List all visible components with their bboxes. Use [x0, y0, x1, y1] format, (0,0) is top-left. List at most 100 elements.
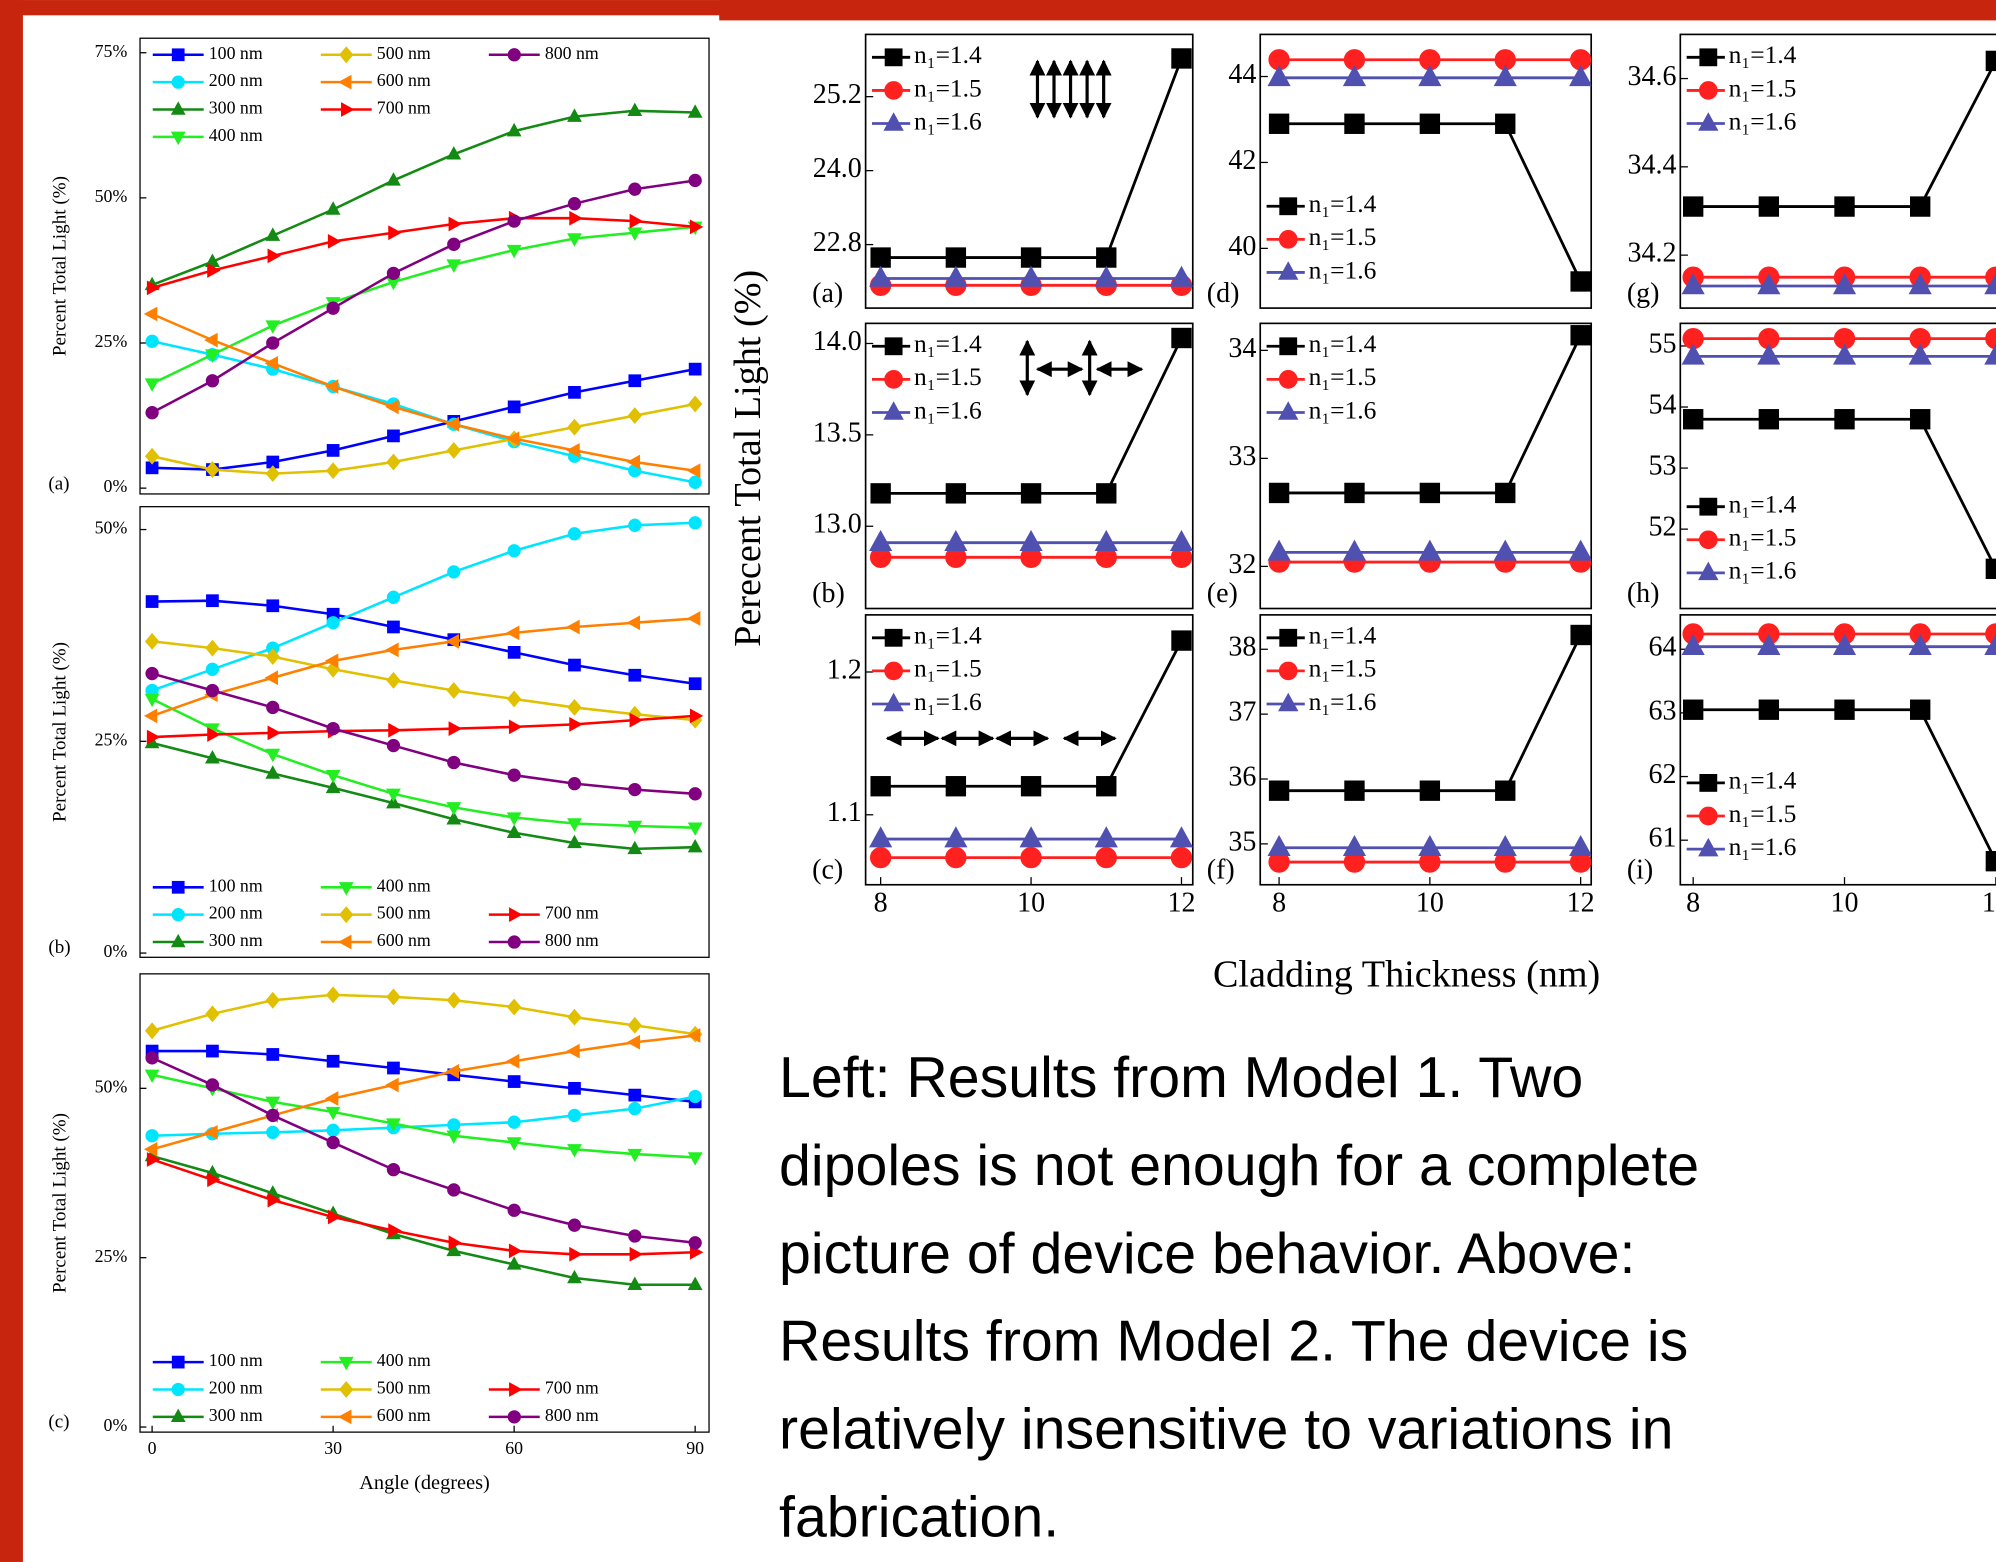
marker [883, 401, 904, 420]
marker [627, 1276, 643, 1291]
marker [325, 201, 341, 215]
charts: 0%25%50%75%(a)Percent Total Light (%)100… [48, 33, 1996, 1494]
y-tick-label: 0% [104, 1415, 128, 1435]
legend-label: 700 nm [545, 1378, 599, 1398]
plot-area [1681, 327, 1996, 580]
marker [1268, 113, 1290, 134]
marker [338, 1356, 354, 1371]
marker [628, 182, 642, 196]
marker [688, 475, 702, 489]
marker [1698, 530, 1718, 550]
marker [265, 1096, 281, 1111]
marker [627, 820, 643, 835]
marker [170, 1408, 186, 1423]
marker [1171, 48, 1192, 69]
y-tick-label: 50% [95, 1076, 128, 1096]
marker [567, 1108, 582, 1123]
marker [688, 173, 702, 188]
marker [507, 768, 521, 782]
marker [687, 1152, 703, 1166]
marker [1493, 834, 1517, 857]
marker [628, 1229, 642, 1243]
marker [567, 834, 582, 849]
marker [945, 483, 967, 504]
marker [506, 122, 522, 137]
x-axis-label: Angle (degrees) [359, 1472, 490, 1494]
marker [567, 1269, 582, 1284]
marker [569, 716, 583, 732]
y-tick-label: 75% [95, 41, 128, 61]
y-tick-label: 25% [95, 729, 128, 749]
marker [1094, 529, 1118, 551]
marker [884, 81, 903, 100]
marker [1493, 65, 1517, 87]
x-tick-label: 12 [1167, 888, 1195, 919]
y-tick-label: 0% [104, 476, 128, 496]
y-tick-label: 22.8 [813, 227, 862, 258]
marker [1698, 81, 1718, 100]
marker [688, 395, 703, 413]
chart: 32 33 34 (e) n₁=1.4 n₁=1.5 n₁=1.6 [1207, 322, 1593, 610]
legend-label: n₁=1.5 [1729, 523, 1797, 552]
caption: Left: Results from Model 1. Two dipoles … [779, 1046, 1699, 1549]
legend-label: 600 nm [377, 930, 431, 950]
marker [506, 824, 522, 839]
marker [1268, 482, 1290, 504]
marker [447, 755, 461, 770]
marker [687, 822, 703, 836]
marker [629, 1246, 644, 1262]
marker [1344, 482, 1365, 504]
marker [1757, 273, 1781, 295]
marker [265, 465, 280, 483]
marker [1834, 196, 1855, 217]
x-tick-label: 60 [505, 1438, 523, 1458]
marker [205, 1078, 220, 1092]
y-tick-label: 33 [1228, 441, 1256, 472]
legend-label: n₁=1.6 [1309, 395, 1377, 424]
marker [1342, 834, 1367, 857]
panel-label: (g) [1627, 278, 1660, 309]
marker [506, 1137, 522, 1151]
marker [1278, 692, 1299, 712]
marker [507, 690, 522, 708]
legend-label: 300 nm [209, 1405, 263, 1425]
marker [447, 237, 461, 251]
marker [884, 337, 903, 356]
marker [205, 349, 220, 363]
marker [628, 668, 642, 682]
marker [145, 334, 159, 348]
panel-label: (f) [1207, 854, 1235, 885]
plot-frame [1259, 33, 1593, 309]
legend-label: 200 nm [209, 903, 263, 923]
y-axis-label: Percent Total Light (%) [49, 176, 70, 356]
marker [506, 1256, 522, 1270]
plot-frame [139, 37, 710, 495]
marker [205, 683, 220, 698]
marker [1344, 780, 1365, 801]
legend-label: 700 nm [545, 903, 599, 923]
series-line [152, 714, 696, 739]
marker [1698, 561, 1719, 581]
y-tick-label: 13.5 [813, 417, 862, 448]
marker [944, 265, 968, 287]
marker [1758, 409, 1780, 430]
legend-label: 300 nm [209, 98, 263, 118]
marker [338, 74, 352, 90]
legend-label: 600 nm [377, 70, 431, 90]
marker [1495, 113, 1516, 134]
marker [1757, 633, 1781, 655]
marker [509, 1382, 523, 1397]
y-tick-label: 1.1 [827, 797, 862, 828]
marker [267, 725, 281, 741]
marker [1832, 343, 1857, 365]
marker [385, 1077, 399, 1093]
marker [446, 802, 462, 816]
marker [1020, 846, 1042, 869]
chart: 0% 25% 50% 0 30 60 90 (c) Percent Total Light (%… [48, 973, 710, 1494]
marker [145, 406, 159, 420]
marker [338, 1409, 352, 1425]
chart: 40 42 44 (d) n₁=1.4 n₁=1.5 n₁=1.6 [1207, 33, 1593, 309]
marker [1832, 633, 1857, 655]
legend-label: 100 nm [209, 875, 263, 895]
marker [870, 247, 891, 268]
